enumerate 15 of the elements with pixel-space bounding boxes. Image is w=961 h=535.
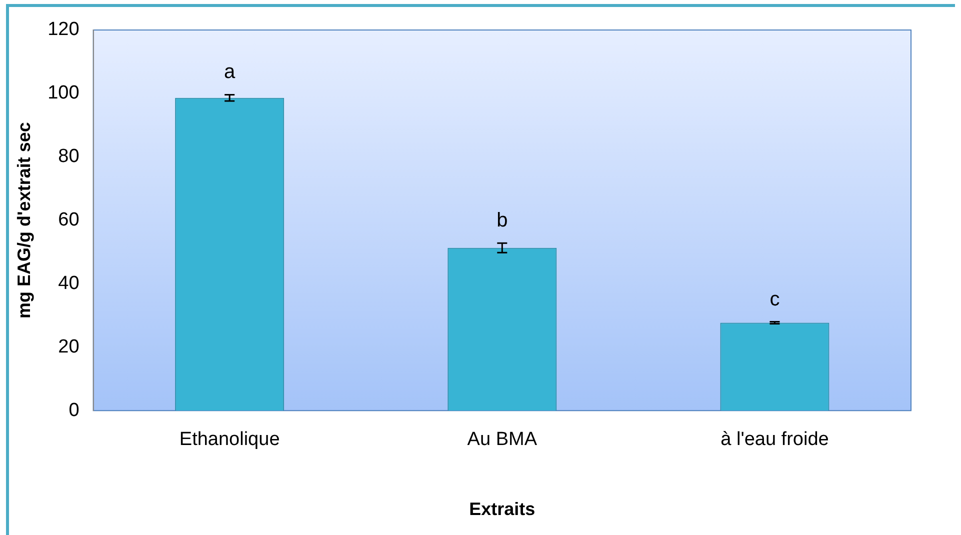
y-tick-label: 100 xyxy=(48,82,80,104)
x-tick-label: Ethanolique xyxy=(179,429,280,450)
x-axis-title: Extraits xyxy=(469,499,536,520)
y-tick-label: 80 xyxy=(58,146,80,168)
y-tick-label: 0 xyxy=(68,400,80,421)
y-tick-label: 120 xyxy=(48,19,80,40)
y-tick-label: 20 xyxy=(58,336,80,358)
x-tick-label: Au BMA xyxy=(467,429,538,450)
x-tick-label: à l'eau froide xyxy=(720,429,829,450)
annotation: b xyxy=(496,210,508,232)
annotation: a xyxy=(224,61,236,84)
y-tick-label: 60 xyxy=(58,210,80,231)
y-axis-title: mg EAG/g d'extrait sec xyxy=(14,122,34,318)
annotation: c xyxy=(770,288,780,310)
y-tick-label: 40 xyxy=(58,272,80,294)
